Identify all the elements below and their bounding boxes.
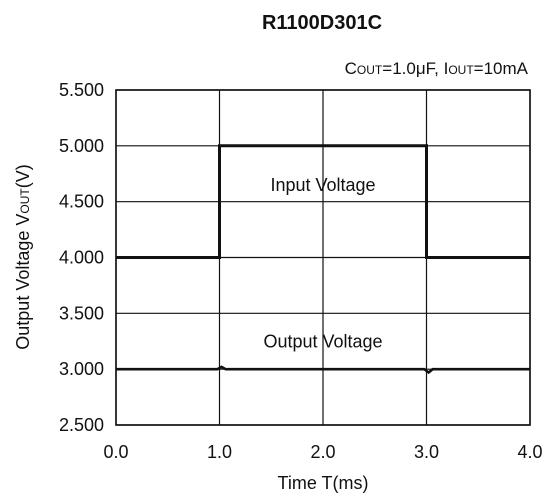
y-tick-label: 4.500 bbox=[59, 192, 104, 212]
y-tick-label: 2.500 bbox=[59, 415, 104, 435]
y-axis-label-tail: (V) bbox=[13, 164, 33, 188]
x-tick-label: 3.0 bbox=[414, 442, 439, 462]
subtitle-i-main: I bbox=[444, 59, 449, 78]
y-axis-label-main: Output Voltage V bbox=[13, 214, 33, 350]
series-line-output-voltage bbox=[116, 365, 530, 375]
x-tick-label: 0.0 bbox=[103, 442, 128, 462]
x-axis-label: Time T(ms) bbox=[278, 473, 369, 493]
subtitle-c-sub: OUT bbox=[357, 63, 383, 77]
tick-labels: 0.0 1.0 2.0 3.0 4.0 2.500 3.000 3.500 4.000 4.500… bbox=[59, 80, 543, 462]
annotation-label: Output Voltage bbox=[263, 331, 382, 351]
chart-subtitle: COUT=1.0μF, IOUT=10mA bbox=[345, 59, 529, 78]
subtitle-i-value: =10mA bbox=[474, 59, 529, 78]
x-tick-label: 1.0 bbox=[207, 442, 232, 462]
subtitle-i-sub: OUT bbox=[448, 63, 474, 77]
annotations: Input Voltage Output Voltage bbox=[263, 175, 382, 351]
subtitle-c-value: =1.0μF, bbox=[382, 59, 443, 78]
y-tick-label: 5.500 bbox=[59, 80, 104, 100]
y-axis-label-sub: OUT bbox=[18, 188, 32, 214]
x-tick-label: 4.0 bbox=[517, 442, 542, 462]
y-tick-label: 4.000 bbox=[59, 248, 104, 268]
y-tick-label: 3.500 bbox=[59, 303, 104, 323]
y-tick-label: 5.000 bbox=[59, 136, 104, 156]
x-tick-label: 2.0 bbox=[310, 442, 335, 462]
plot-frame bbox=[115, 89, 531, 426]
chart-title: R1100D301C bbox=[262, 12, 382, 34]
y-axis-label: Output Voltage VOUT(V) bbox=[13, 164, 33, 349]
annotation-label: Input Voltage bbox=[270, 175, 375, 195]
series bbox=[116, 144, 530, 375]
subtitle-c-main: C bbox=[345, 59, 357, 78]
y-tick-label: 3.000 bbox=[59, 359, 104, 379]
series-line-input-voltage bbox=[116, 144, 530, 259]
